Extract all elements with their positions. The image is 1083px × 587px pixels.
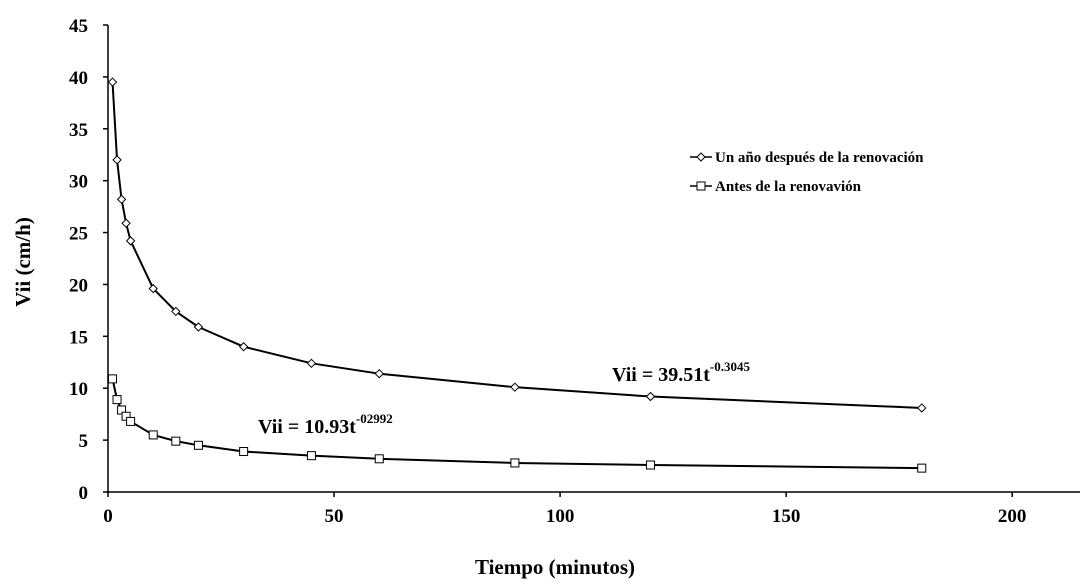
data-point-square bbox=[112, 395, 122, 405]
x-axis-title: Tiempo (minutos) bbox=[475, 555, 635, 579]
y-tick-label: 10 bbox=[69, 379, 88, 400]
legend-item-series-1: Un año después de la renovación bbox=[690, 150, 924, 166]
data-point-square bbox=[121, 411, 131, 421]
series-2 bbox=[108, 374, 927, 473]
data-point-diamond bbox=[116, 194, 127, 205]
series-line bbox=[111, 378, 922, 470]
legend-marker-square bbox=[696, 181, 706, 191]
data-point-square bbox=[646, 460, 656, 470]
x-tick-label: 50 bbox=[325, 506, 344, 527]
data-point-square bbox=[239, 447, 249, 457]
data-point-diamond bbox=[107, 77, 118, 87]
data-point-diamond bbox=[306, 358, 317, 369]
data-point-diamond bbox=[238, 342, 249, 352]
data-point-diamond bbox=[112, 155, 122, 165]
x-tick-label: 0 bbox=[103, 506, 113, 527]
y-tick-label: 15 bbox=[69, 327, 88, 348]
data-point-square bbox=[374, 454, 384, 464]
legend-marker-diamond bbox=[696, 152, 706, 162]
y-tick-label: 35 bbox=[69, 120, 88, 141]
data-point-square bbox=[917, 463, 927, 473]
y-tick-label: 45 bbox=[69, 16, 88, 37]
data-point-diamond bbox=[374, 368, 384, 379]
equation-exponent-2: -02992 bbox=[356, 411, 393, 426]
equation-label-1: Vii = 39.51t-0.3045 bbox=[612, 359, 750, 386]
data-point-square bbox=[510, 458, 520, 468]
series-line bbox=[111, 82, 922, 409]
equation-label-2: Vii = 10.93t-02992 bbox=[258, 411, 393, 438]
y-tick-label: 0 bbox=[79, 483, 89, 504]
data-point-square bbox=[171, 436, 181, 446]
data-point-square bbox=[117, 405, 127, 415]
series-1 bbox=[107, 77, 927, 413]
legend-item-series-2: Antes de la renovavión bbox=[690, 179, 862, 195]
series-layer bbox=[107, 77, 927, 473]
data-point-square bbox=[193, 440, 203, 450]
y-tick-label: 40 bbox=[69, 68, 88, 89]
x-ticks: 0 50 100 150 200 bbox=[103, 492, 1026, 527]
data-point-diamond bbox=[121, 218, 131, 228]
data-point-square bbox=[306, 451, 316, 461]
data-point-diamond bbox=[645, 391, 656, 402]
data-point-diamond bbox=[917, 403, 927, 413]
y-tick-label: 5 bbox=[79, 431, 89, 452]
y-tick-label: 30 bbox=[69, 172, 88, 193]
legend: Un año después de la renovación Antes de… bbox=[690, 150, 924, 195]
data-point-diamond bbox=[510, 382, 520, 392]
y-ticks: 0 5 10 15 20 25 30 35 40 45 bbox=[69, 16, 108, 504]
data-point-diamond bbox=[125, 236, 136, 246]
x-tick-label: 200 bbox=[998, 506, 1027, 527]
data-point-diamond bbox=[148, 283, 158, 294]
x-tick-label: 100 bbox=[546, 506, 575, 527]
y-tick-label: 20 bbox=[69, 275, 88, 296]
data-point-diamond bbox=[171, 306, 181, 317]
data-point-square bbox=[148, 430, 158, 440]
data-point-diamond bbox=[193, 322, 204, 332]
x-tick-label: 150 bbox=[772, 506, 801, 527]
y-tick-label: 25 bbox=[69, 224, 88, 245]
equation-base-2: Vii = 10.93t bbox=[258, 416, 356, 438]
equation-exponent-1: -0.3045 bbox=[710, 359, 751, 374]
data-point-square bbox=[126, 416, 136, 426]
axes bbox=[107, 25, 1080, 493]
legend-label-series-2: Antes de la renovavión bbox=[715, 179, 862, 195]
legend-label-series-1: Un año después de la renovación bbox=[715, 150, 924, 166]
equation-base-1: Vii = 39.51t bbox=[612, 364, 710, 386]
data-point-square bbox=[108, 374, 118, 384]
y-axis-title: Vii (cm/h) bbox=[11, 217, 35, 307]
